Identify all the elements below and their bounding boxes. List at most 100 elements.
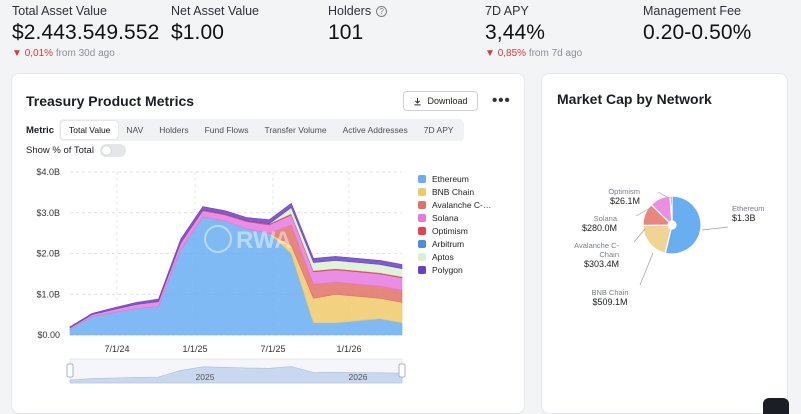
pie-label-name: BNB Chain xyxy=(591,288,628,297)
download-label: Download xyxy=(427,96,468,106)
x-tick-label: 7/1/25 xyxy=(260,344,285,354)
legend-swatch xyxy=(418,175,426,184)
pie-label-name: Avalanche C- xyxy=(574,241,619,250)
info-icon[interactable]: ? xyxy=(376,5,388,17)
legend-item-solana[interactable]: Solana xyxy=(418,212,491,225)
more-options-icon[interactable]: ••• xyxy=(492,92,511,109)
legend-label: Ethereum xyxy=(432,174,469,185)
pie-label-name: Chain xyxy=(599,250,619,259)
legend-swatch xyxy=(418,214,426,223)
pie-label-name: Optimism xyxy=(608,187,640,196)
stats-bar: Total Asset Value $2.443.549.552 ▼ 0,01%… xyxy=(0,0,801,70)
y-tick-label: $2.0B xyxy=(36,249,60,259)
range-handle-left[interactable] xyxy=(66,363,74,378)
stat-label: Net Asset Value xyxy=(171,4,260,18)
pie-leader-line xyxy=(635,206,653,217)
stat-value: 101 xyxy=(328,21,364,44)
pie-slice-optimism[interactable] xyxy=(669,195,673,222)
stat-change: ▼ 0,01% from 30d ago xyxy=(12,48,159,59)
pie-label-name: Ethereum xyxy=(732,204,765,213)
legend-label: BNB Chain xyxy=(432,187,475,198)
area-chart: $0.00 $1.0B $2.0B $3.0B $4.0B 7/1/24 1/1/25 7/1… xyxy=(36,167,406,384)
pie-label-value: $509.1M xyxy=(592,297,627,307)
stat-change: ▼ 0,85% from 7d ago xyxy=(485,48,582,59)
legend-item-optimism[interactable]: Optimism xyxy=(418,225,491,238)
pie-leader-line xyxy=(657,191,668,198)
legend-swatch xyxy=(418,227,426,235)
pie-leader-line xyxy=(639,252,654,286)
y-tick-label: $1.0B xyxy=(36,289,60,299)
stat-value: $2.443.549.552 xyxy=(12,21,160,44)
down-arrow-icon: ▼ xyxy=(485,48,495,59)
card-title: Market Cap by Network xyxy=(557,91,712,107)
tab-nav[interactable]: NAV xyxy=(126,125,144,135)
area-series-polygon xyxy=(69,202,403,329)
pie-slice-ethereum[interactable] xyxy=(664,195,702,255)
chat-button[interactable] xyxy=(763,398,789,414)
legend-swatch xyxy=(418,239,426,248)
stat-value: $1.00 xyxy=(171,21,225,44)
legend-label: Polygon xyxy=(432,264,463,275)
metric-label: Metric xyxy=(26,124,54,136)
legend-item-avalanche-c-chain[interactable]: Avalanche C-… xyxy=(418,199,491,212)
range-label: 2026 xyxy=(349,372,368,382)
stat-value: 3,44% xyxy=(485,21,546,44)
percent-toggle-row: Show % of Total xyxy=(26,144,126,157)
legend-label: Optimism xyxy=(432,226,468,236)
treasury-metrics-card: Treasury Product Metrics Download ••• Me… xyxy=(11,73,525,414)
tab-transfer-volume[interactable]: Transfer Volume xyxy=(264,125,327,135)
metric-tabs: Total Value NAV Holders Fund Flows Trans… xyxy=(58,119,464,141)
pie-leader-line xyxy=(633,228,646,243)
market-cap-card: Market Cap by Network Ethereum $1.3B BNB C… xyxy=(541,73,788,414)
tab-fund-flows[interactable]: Fund Flows xyxy=(204,125,249,135)
watermark-text: RWA xyxy=(236,227,292,254)
stat-value: 0.20-0.50% xyxy=(643,21,752,44)
tab-7d-apy[interactable]: 7D APY xyxy=(423,125,454,135)
legend-item-polygon[interactable]: Polygon xyxy=(418,263,491,276)
stat-label: Total Asset Value xyxy=(12,4,107,18)
chart-legend: Ethereum BNB Chain Avalanche C-… Solana Opti… xyxy=(418,173,491,276)
download-button[interactable]: Download xyxy=(403,91,478,111)
y-tick-label: $4.0B xyxy=(36,167,60,177)
legend-label: Avalanche C-… xyxy=(432,200,492,211)
stat-label: Holders ? xyxy=(328,4,388,18)
legend-item-bnb-chain[interactable]: BNB Chain xyxy=(418,186,491,199)
change-value: 0,85% xyxy=(497,48,527,59)
legend-label: Arbitrum xyxy=(432,238,465,249)
watermark-logo: RWA xyxy=(204,225,292,254)
tab-holders[interactable]: Holders xyxy=(159,125,189,135)
card-title: Treasury Product Metrics xyxy=(26,93,195,109)
legend-item-aptos[interactable]: Aptos xyxy=(418,250,491,263)
range-label: 2025 xyxy=(196,372,215,382)
legend-item-arbitrum[interactable]: Arbitrum xyxy=(418,237,491,250)
change-value: 0,01% xyxy=(24,48,54,59)
tab-total-value[interactable]: Total Value xyxy=(60,121,119,139)
pie-slice-bnb-chain[interactable] xyxy=(642,224,672,254)
pie-label-value: $280.0M xyxy=(582,223,617,233)
legend-label: Aptos xyxy=(432,251,454,262)
metric-selector: Metric Total Value NAV Holders Fund Flow… xyxy=(26,119,464,141)
x-tick-label: 1/1/25 xyxy=(182,344,207,354)
y-tick-label: $3.0B xyxy=(36,208,60,218)
stat-net-asset-value: Net Asset Value $1.00 xyxy=(171,4,259,45)
stat-holders: Holders ? 101 xyxy=(328,4,388,45)
percent-toggle[interactable] xyxy=(99,144,126,157)
stat-total-asset-value: Total Asset Value $2.443.549.552 ▼ 0,01%… xyxy=(12,4,159,59)
stat-label: Management Fee xyxy=(643,4,741,18)
x-tick-label: 7/1/24 xyxy=(104,344,129,354)
donut-chart: Ethereum$1.3B BNB Chain$509.1M Avalanche C… xyxy=(574,187,765,307)
pie-label-value: $26.1M xyxy=(610,196,640,206)
x-tick-label: 1/1/26 xyxy=(336,344,361,354)
range-handle-right[interactable] xyxy=(398,363,406,378)
holders-label: Holders xyxy=(328,4,372,18)
tab-active-addresses[interactable]: Active Addresses xyxy=(342,125,408,135)
download-icon xyxy=(414,97,422,105)
legend-swatch xyxy=(418,188,426,197)
legend-swatch xyxy=(418,201,426,210)
legend-swatch xyxy=(418,265,426,274)
legend-item-ethereum[interactable]: Ethereum xyxy=(418,173,491,186)
toggle-label: Show % of Total xyxy=(26,145,94,156)
down-arrow-icon: ▼ xyxy=(12,48,22,59)
pie-label-value: $1.3B xyxy=(732,213,756,223)
pie-label-value: $303.4M xyxy=(584,259,619,269)
